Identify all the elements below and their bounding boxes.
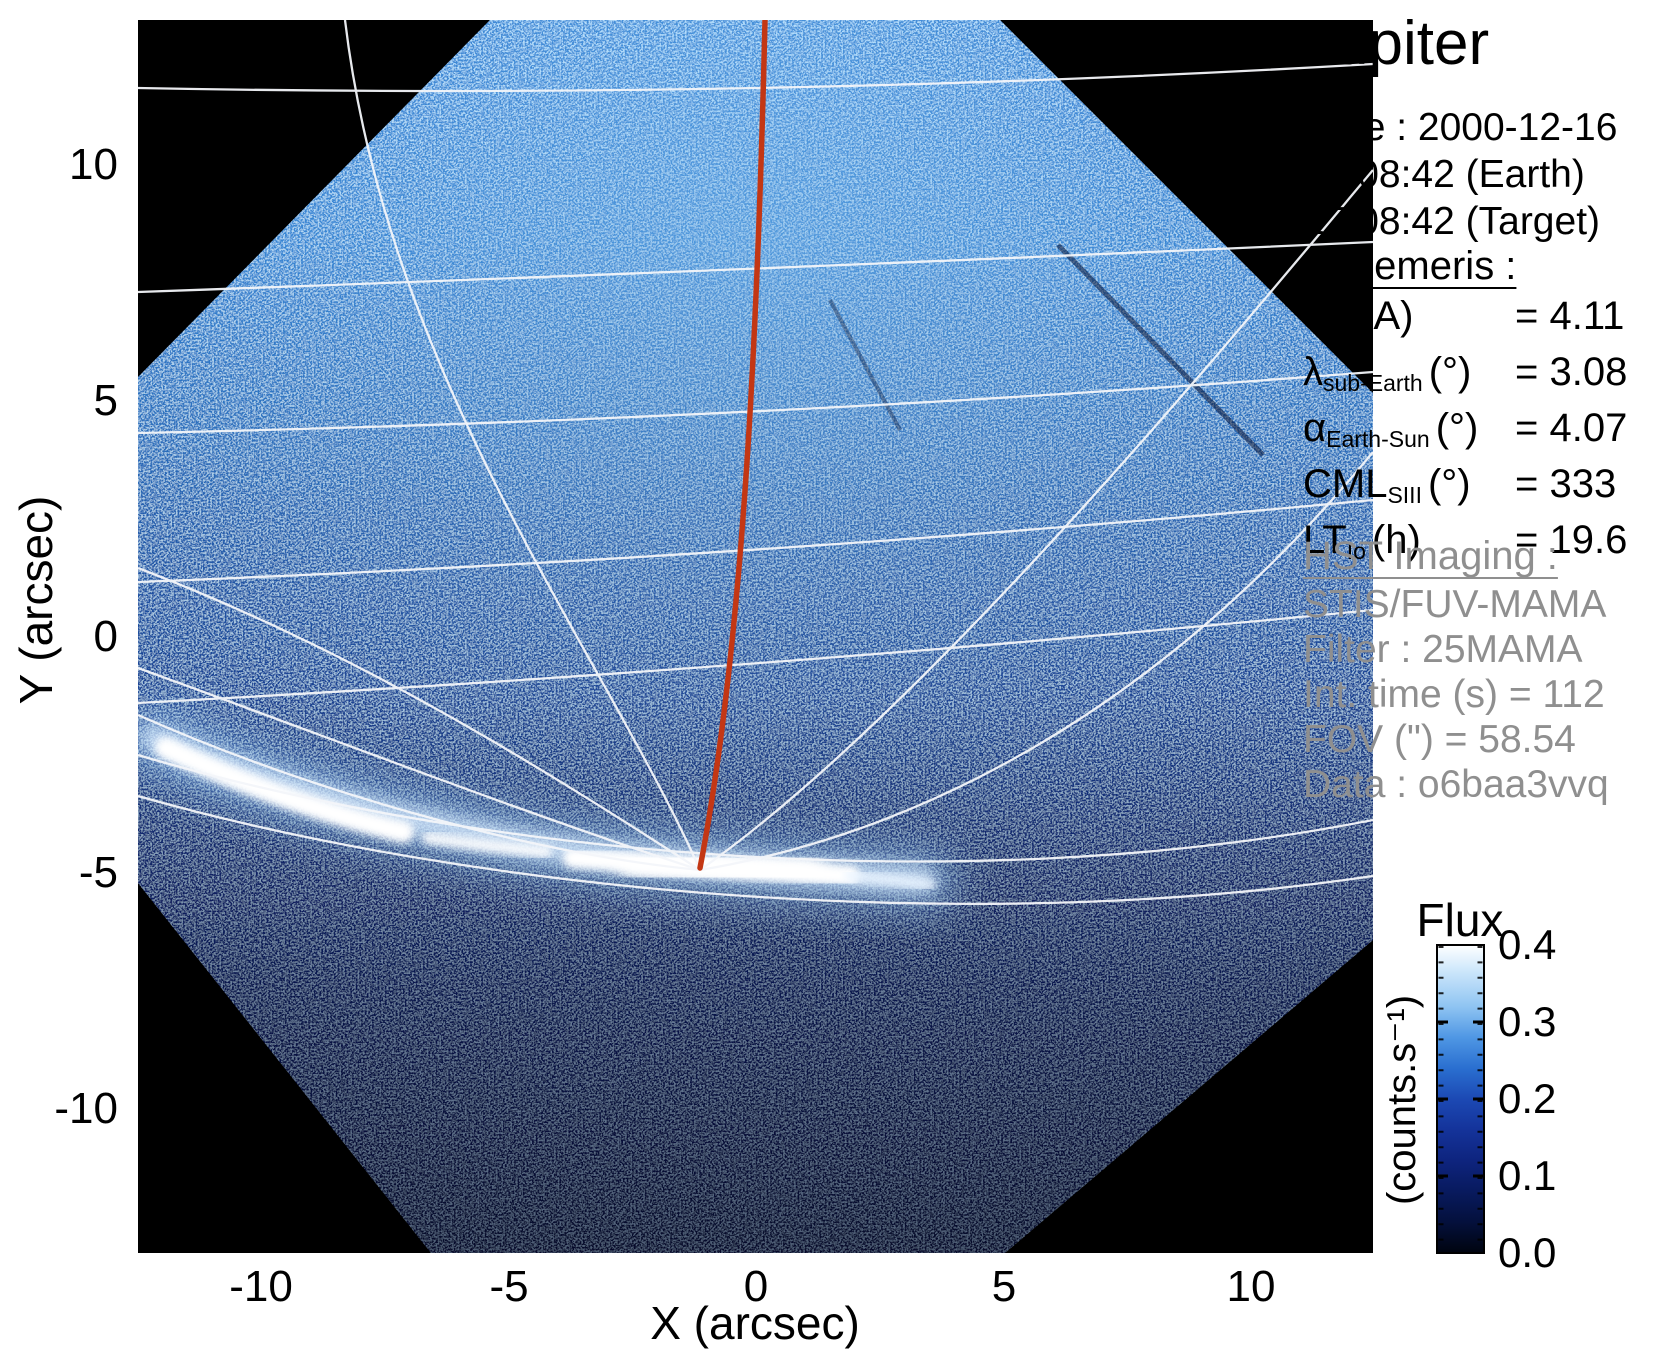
x-tick-label: -10 — [229, 1262, 293, 1311]
colorbar-unit-label: (counts.s⁻¹) — [1380, 994, 1424, 1206]
filter-line: Filter : 25MAMA — [1303, 628, 1583, 671]
colorbar-tick-label: 0.0 — [1498, 1229, 1557, 1276]
ephemeris-table: d (UA) = 4.11 λsub-Earth (°) = 3.08 αEarth… — [1303, 294, 1627, 574]
y-tick-label: -10 — [54, 1084, 118, 1133]
colorbar-tick-label: 0.4 — [1498, 921, 1557, 968]
central-meridian-line — [697, 20, 768, 871]
y-tick-label: -5 — [78, 848, 118, 897]
colorbar — [1436, 944, 1485, 1259]
planetary-graticule — [138, 20, 1373, 905]
colorbar-tick-label: 0.2 — [1498, 1075, 1557, 1122]
ephemeris-row-phase-angle: αEarth-Sun (°) = 4.07 — [1303, 406, 1628, 452]
y-tick-label: 5 — [93, 376, 118, 425]
ephemeris-row-io-local-time: LTIo (h) = 19.6 — [1303, 518, 1628, 564]
y-tick-label: 0 — [93, 612, 118, 661]
detector-fov-diamond — [138, 20, 1373, 1253]
detector-streak — [1056, 243, 1265, 457]
x-tick-label: 10 — [1226, 1262, 1276, 1311]
x-axis-title: X (arcsec) — [650, 1297, 860, 1349]
y-tick-label: 10 — [69, 140, 118, 189]
ephemeris-row-cml: CMLSIII (°) = 333 — [1303, 462, 1617, 508]
date-line: Date : 2000-12-16 — [1303, 106, 1618, 149]
dataset-line: Data : o6baa3vvq — [1303, 763, 1609, 806]
ephemeris-row-sub-earth-latitude: λsub-Earth (°) = 3.08 — [1303, 350, 1628, 396]
figure-title: Jupiter — [1303, 9, 1490, 78]
integration-time-line: Int. time (s) = 112 — [1303, 673, 1605, 716]
y-axis-title: Y (arcsec) — [10, 495, 62, 705]
jupiter-uv-image — [138, 20, 1373, 1253]
hst-imaging-heading: HST Imaging : — [1303, 534, 1558, 578]
earth-time-line: 17:08:42 (Earth) — [1303, 153, 1585, 196]
colorbar-gradient — [1436, 944, 1485, 1254]
detector-streak — [828, 299, 902, 431]
target-time-line: 17:08:42 (Target) — [1303, 200, 1601, 243]
instrument-line: STIS/FUV-MAMA — [1303, 583, 1607, 626]
colorbar-tick-label: 0.3 — [1498, 998, 1557, 1045]
colorbar-tick-label: 0.1 — [1498, 1152, 1557, 1199]
ephemeris-heading: Ephemeris : — [1303, 244, 1517, 288]
fov-line: FOV (") = 58.54 — [1303, 718, 1576, 761]
colorbar-title: Flux — [1416, 894, 1504, 946]
x-tick-label: 0 — [743, 1262, 769, 1311]
observation-date-block: Date : 2000-12-16 17:08:42 (Earth) 17:08… — [1303, 104, 1617, 245]
ephemeris-row-distance: d (UA) = 4.11 — [1303, 294, 1625, 338]
x-tick-label: 5 — [991, 1262, 1017, 1311]
sky-image-plot — [138, 20, 1373, 1253]
x-tick-label: -5 — [489, 1262, 529, 1311]
hst-imaging-block: STIS/FUV-MAMA Filter : 25MAMA Int. time … — [1303, 582, 1609, 807]
auroral-arc — [138, 711, 957, 911]
